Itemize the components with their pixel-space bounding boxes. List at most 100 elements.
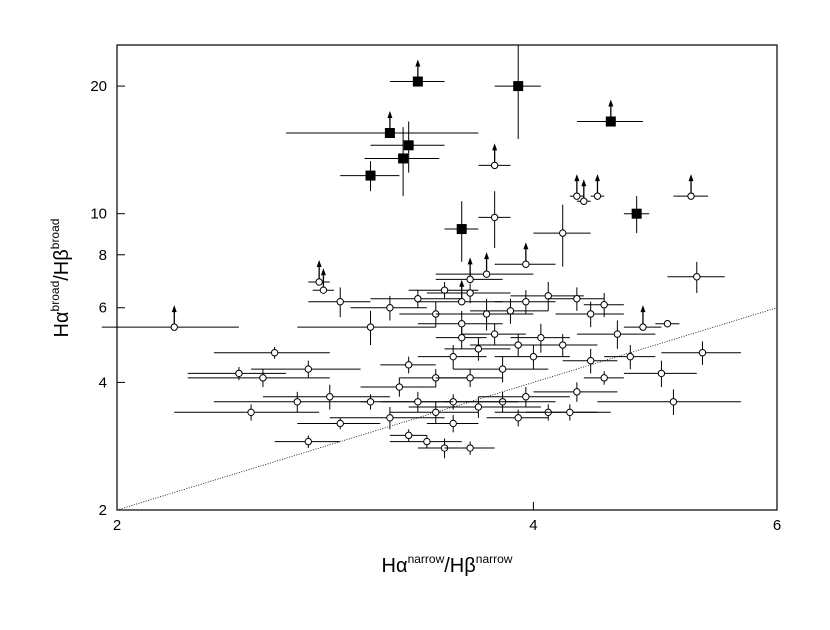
limit-arrowhead: [467, 257, 473, 265]
point: [657, 369, 666, 378]
point: [336, 298, 344, 306]
limit-arrowhead: [523, 242, 529, 250]
point: [522, 298, 530, 306]
y-tick-label: 10: [90, 206, 107, 223]
y-tick-label: 2: [99, 502, 107, 519]
point: [170, 323, 178, 331]
point: [482, 310, 491, 318]
point: [605, 116, 616, 127]
point: [336, 419, 344, 428]
point: [404, 431, 413, 440]
point: [522, 260, 530, 268]
point: [456, 224, 467, 235]
point: [482, 270, 491, 278]
limit-arrowhead: [320, 268, 326, 276]
point: [522, 393, 530, 401]
point: [326, 393, 334, 401]
point: [687, 192, 695, 200]
point: [247, 408, 255, 417]
plot-frame: [116, 44, 778, 511]
point: [529, 352, 538, 361]
point: [600, 374, 608, 382]
limit-arrowhead: [581, 179, 587, 187]
point: [319, 286, 328, 294]
point: [474, 345, 483, 353]
point: [544, 292, 552, 300]
point: [365, 170, 376, 181]
limit-arrowhead: [608, 99, 614, 107]
point: [440, 286, 449, 294]
limit-arrowhead: [415, 59, 421, 67]
point: [586, 357, 595, 365]
point: [600, 300, 608, 309]
y-tick-label: 6: [99, 300, 107, 317]
point: [466, 444, 474, 452]
point: [366, 398, 375, 406]
x-label-sup: narrow: [408, 552, 445, 566]
point: [449, 419, 457, 428]
point: [626, 352, 634, 361]
point: [663, 320, 672, 328]
point: [593, 192, 602, 200]
x-label-sup: narrow: [476, 552, 513, 566]
point: [384, 128, 395, 139]
point: [304, 437, 313, 446]
point: [414, 398, 422, 406]
point: [423, 437, 431, 446]
point: [498, 365, 507, 373]
limit-arrowhead: [171, 305, 177, 313]
y-label-sup: broad: [48, 219, 62, 250]
point: [573, 295, 581, 303]
limit-arrowhead: [484, 252, 490, 260]
point: [414, 295, 422, 303]
x-label-part: Hα: [382, 555, 408, 577]
point: [490, 330, 499, 338]
x-axis-label: Hαnarrow/Hβnarrow: [382, 552, 513, 577]
diagonal-line: [116, 307, 778, 511]
point: [474, 403, 483, 411]
point: [304, 365, 313, 373]
point: [466, 374, 474, 382]
point: [639, 323, 647, 331]
point: [293, 398, 301, 406]
limit-arrowhead: [459, 279, 465, 287]
limit-arrowhead: [594, 174, 600, 182]
point: [698, 348, 707, 357]
point: [259, 374, 267, 382]
point: [580, 197, 588, 205]
point: [458, 320, 466, 328]
point: [458, 298, 466, 306]
point: [412, 76, 423, 87]
point: [398, 153, 409, 164]
y-label-sup: broad: [48, 281, 62, 312]
limit-arrowhead: [688, 174, 694, 182]
point: [573, 388, 581, 396]
y-tick-label: 4: [99, 374, 107, 391]
point: [490, 161, 499, 170]
point: [573, 192, 581, 200]
x-tick-label: 6: [773, 517, 781, 534]
point: [235, 369, 243, 378]
y-label-part: Hα: [51, 311, 73, 337]
point: [449, 352, 457, 361]
point: [270, 348, 279, 357]
point: [559, 341, 567, 349]
point: [386, 304, 394, 312]
point: [537, 333, 545, 342]
point: [366, 323, 375, 331]
point: [559, 229, 567, 237]
point: [669, 398, 678, 406]
limit-arrowhead: [492, 143, 498, 151]
point: [466, 275, 474, 284]
x-tick-label: 2: [113, 517, 121, 534]
y-label-part: /Hβ: [51, 249, 73, 281]
point: [693, 273, 701, 281]
point: [513, 81, 524, 92]
limit-arrowhead: [640, 305, 646, 313]
point: [466, 289, 474, 297]
y-tick-label: 20: [90, 78, 107, 95]
x-tick-label: 4: [529, 517, 537, 534]
limit-arrowhead: [387, 111, 393, 119]
point: [613, 330, 622, 338]
